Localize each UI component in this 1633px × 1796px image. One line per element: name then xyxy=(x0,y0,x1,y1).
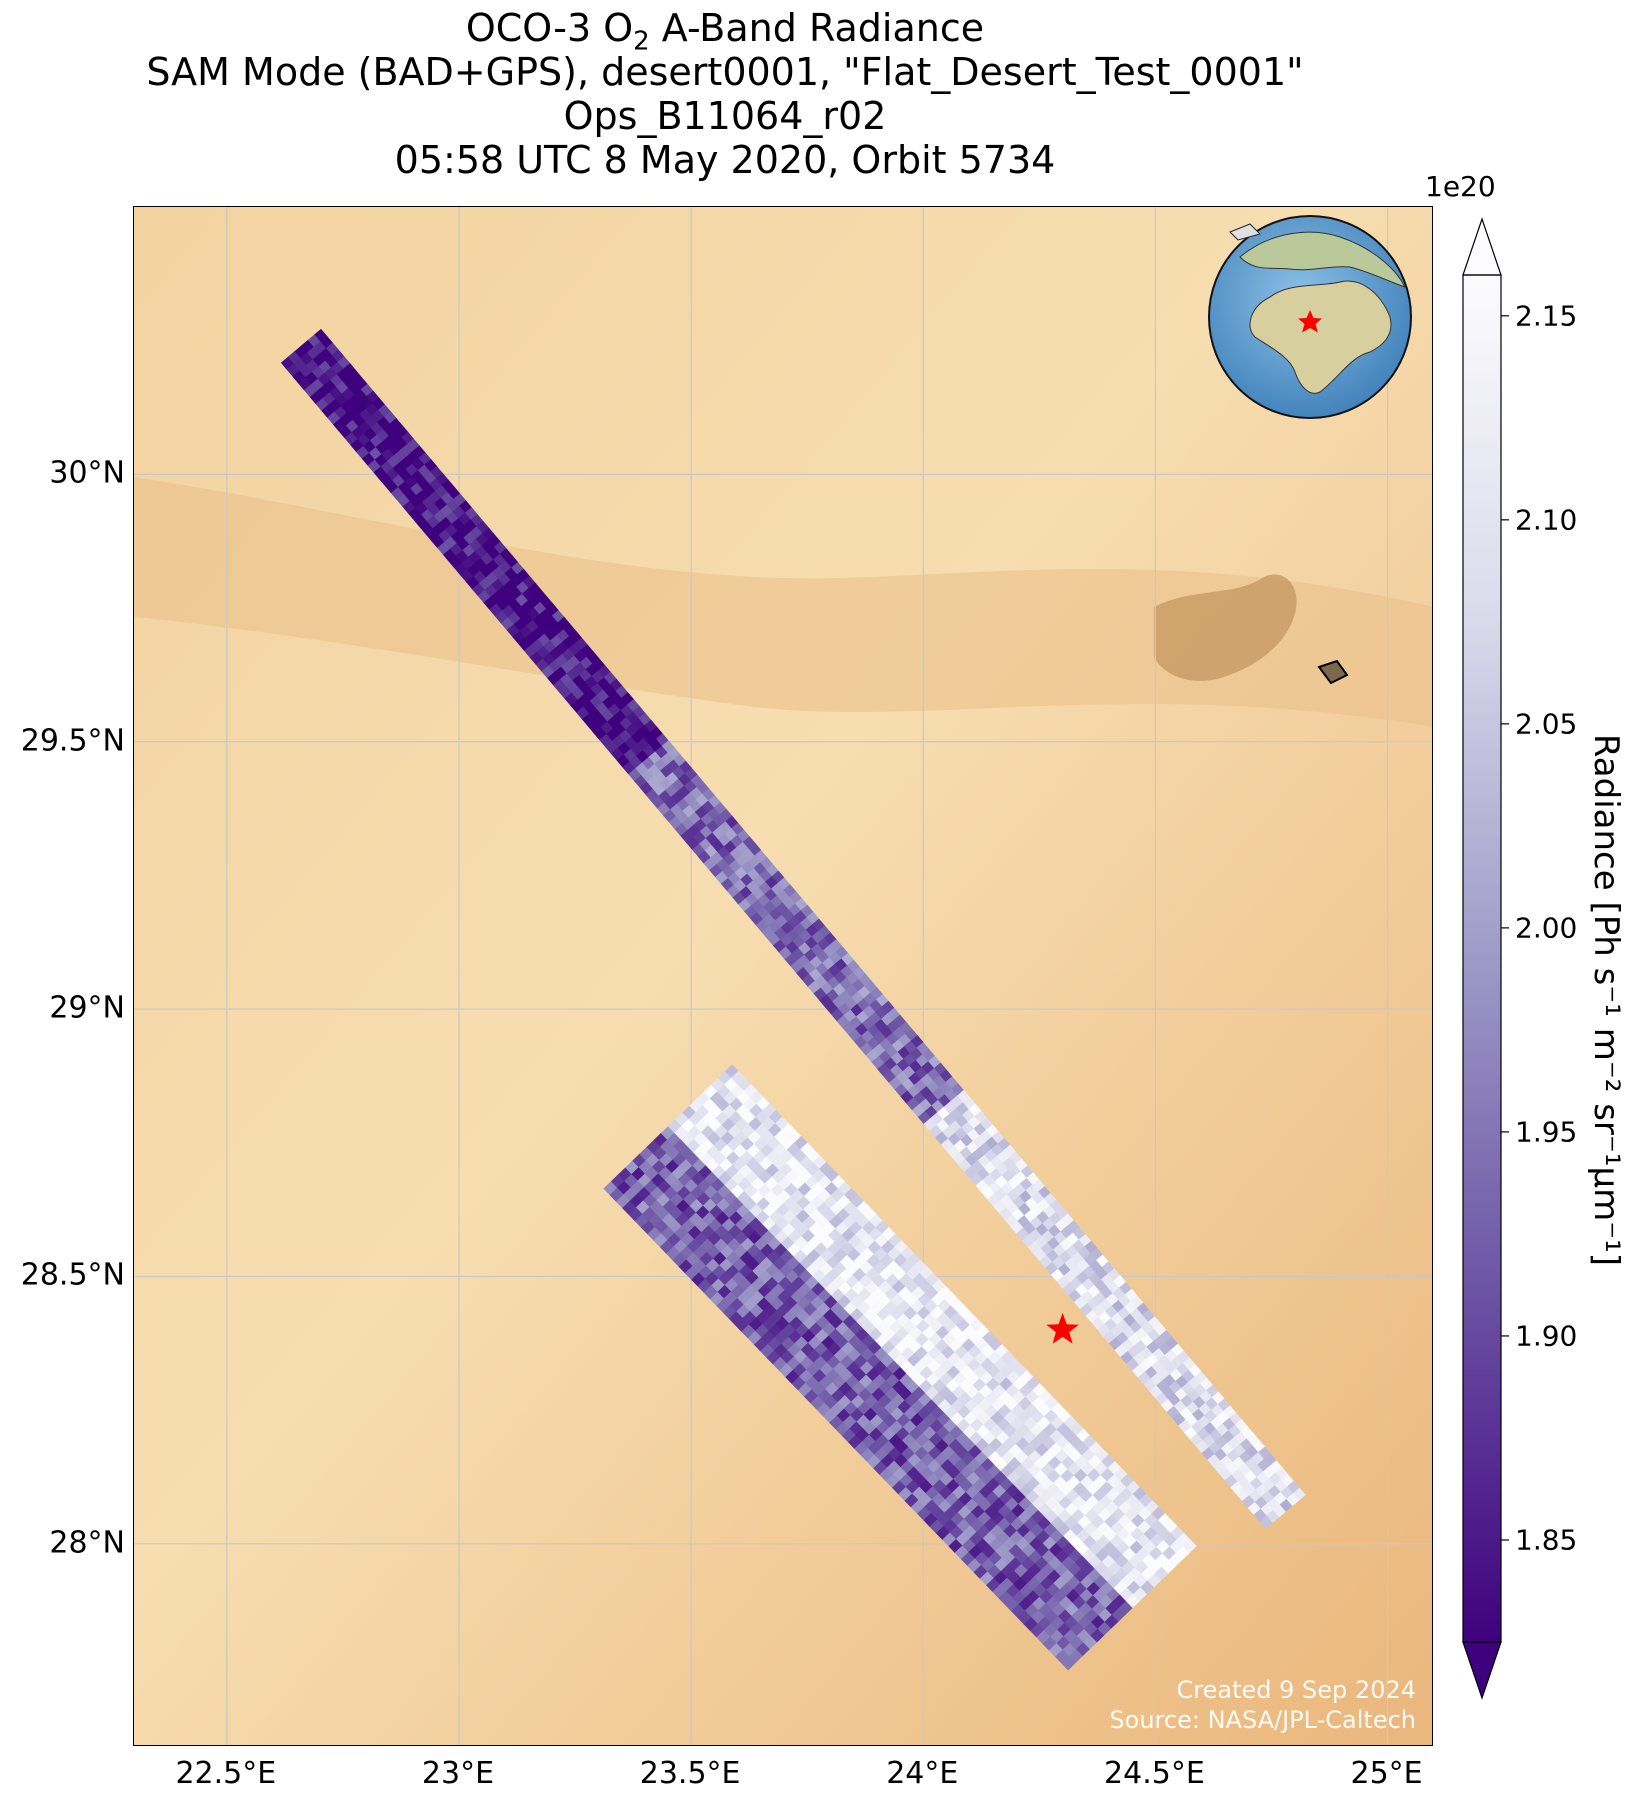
title-line-2: SAM Mode (BAD+GPS), desert0001, "Flat_De… xyxy=(146,50,1304,94)
radiance-swaths xyxy=(280,328,1306,1671)
title-line-3: Ops_B11064_r02 xyxy=(563,94,887,138)
lat-tick-label: 29.5°N xyxy=(20,723,125,759)
credit-source: Source: NASA/JPL-Caltech xyxy=(1109,1706,1416,1734)
colorbar-label: Radiance [Ph s⁻¹ m⁻² sr⁻¹μm⁻¹] xyxy=(1586,733,1626,1267)
lat-tick-label: 29°N xyxy=(49,990,125,1026)
target-star-icon xyxy=(1046,1312,1079,1344)
colorbar-extend-max xyxy=(1462,217,1502,276)
radiance-cell xyxy=(1061,1656,1076,1671)
colorbar-tick-label: 2.15 xyxy=(1515,299,1578,333)
inset-star-icon xyxy=(1298,310,1322,333)
colorbar-tick-label: 1.85 xyxy=(1515,1523,1578,1557)
lat-tick-label: 28°N xyxy=(49,1525,125,1561)
credit-note: Created 9 Sep 2024 Source: NASA/JPL-Calt… xyxy=(1109,1675,1416,1735)
colorbar-tick-label: 2.00 xyxy=(1515,911,1578,945)
lat-tick-label: 30°N xyxy=(49,455,125,491)
colorbar-tick-label: 1.95 xyxy=(1515,1115,1578,1149)
title-line-4: 05:58 UTC 8 May 2020, Orbit 5734 xyxy=(394,138,1056,182)
lake-outline xyxy=(1317,659,1349,685)
colorbar-outline xyxy=(1462,274,1502,1643)
africa-shape xyxy=(1249,280,1392,394)
lon-tick-label: 24°E xyxy=(886,1756,959,1791)
eurasia-shape xyxy=(1239,231,1406,288)
map-canvas xyxy=(134,207,1432,1745)
map-plot-area[interactable]: Created 9 Sep 2024 Source: NASA/JPL-Calt… xyxy=(133,206,1433,1746)
inset-globe xyxy=(1208,215,1412,419)
colorbar-tick-label: 2.05 xyxy=(1515,707,1578,741)
lon-tick-label: 25°E xyxy=(1350,1756,1423,1791)
colorbar-tick-label: 2.10 xyxy=(1515,503,1578,537)
oasis-terrain xyxy=(1154,574,1297,681)
title-line-1: OCO-3 O2 A-Band Radiance xyxy=(465,6,985,57)
graticule xyxy=(134,207,1432,1745)
lon-tick-label: 22.5°E xyxy=(175,1756,277,1791)
lon-tick-label: 23.5°E xyxy=(639,1756,741,1791)
arctic-shape xyxy=(1229,223,1261,241)
target-layer xyxy=(1046,1312,1079,1344)
desert-background xyxy=(134,207,1432,1745)
lon-tick-label: 24.5°E xyxy=(1104,1756,1205,1791)
lon-tick-label: 23°E xyxy=(421,1756,495,1791)
radiance-cell xyxy=(1259,1515,1273,1529)
colorbar-extend-min xyxy=(1462,1641,1502,1700)
credit-created: Created 9 Sep 2024 xyxy=(1176,1676,1416,1704)
colorbar-tick-label: 1.90 xyxy=(1515,1319,1578,1353)
colorbar-gradient xyxy=(1463,275,1501,1642)
lat-tick-label: 28.5°N xyxy=(20,1257,125,1293)
colorbar-exponent: 1e20 xyxy=(1425,170,1496,203)
